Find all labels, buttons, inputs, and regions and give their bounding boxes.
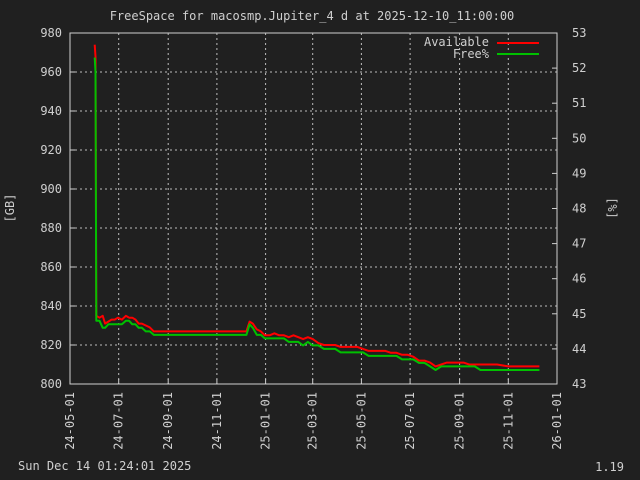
y2-tick-label: 45: [572, 307, 586, 321]
chart-title: FreeSpace for macosmp.Jupiter_4 d at 202…: [110, 9, 515, 23]
legend-label-available: Available: [424, 35, 489, 49]
y-tick-label: 880: [40, 221, 62, 235]
y2-tick-label: 46: [572, 272, 586, 286]
y-tick-label: 900: [40, 182, 62, 196]
y-axis-label: [GB]: [3, 194, 17, 223]
y2-tick-label: 49: [572, 166, 586, 180]
y2-tick-label: 52: [572, 61, 586, 75]
y2-tick-label: 51: [572, 96, 586, 110]
y2-tick-label: 53: [572, 26, 586, 40]
y-tick-label: 920: [40, 143, 62, 157]
series-line-available: [93, 44, 540, 368]
y2-tick-label: 48: [572, 202, 586, 216]
x-tick-label: 24-11-01: [210, 392, 224, 450]
y2-tick-label: 44: [572, 342, 586, 356]
y-tick-label: 940: [40, 104, 62, 118]
footer-version: 1.19: [595, 460, 624, 474]
y-tick-label: 820: [40, 338, 62, 352]
x-tick-label: 24-09-01: [161, 392, 175, 450]
y2-axis-label: [%]: [605, 197, 619, 219]
footer-timestamp: Sun Dec 14 01:24:01 2025: [18, 459, 191, 473]
x-tick-label: 25-05-01: [354, 392, 368, 450]
y-tick-label: 980: [40, 26, 62, 40]
x-tick-label: 25-09-01: [453, 392, 467, 450]
series-line-free-percent: [93, 57, 540, 371]
legend-label-free-percent: Free%: [453, 47, 490, 61]
x-tick-label: 24-05-01: [63, 392, 77, 450]
x-tick-label: 25-03-01: [306, 392, 320, 450]
x-tick-label: 25-01-01: [259, 392, 273, 450]
x-tick-label: 25-11-01: [501, 392, 515, 450]
y-tick-label: 800: [40, 377, 62, 391]
gridlines: [70, 33, 557, 384]
plot-border: [69, 32, 558, 385]
x-tick-label: 24-07-01: [112, 392, 126, 450]
series-lines: [93, 44, 540, 371]
legend: Available Free%: [424, 35, 539, 61]
y2-tick-label: 43: [572, 377, 586, 391]
y2-tick-label: 47: [572, 237, 586, 251]
y2-tick-label: 50: [572, 131, 586, 145]
y-tick-label: 860: [40, 260, 62, 274]
x-tick-label: 25-07-01: [403, 392, 417, 450]
x-tick-label: 26-01-01: [550, 392, 564, 450]
axis-ticks: 800 820 840 860 880 900 920 940 960 980 43 44 45 46 47…: [40, 26, 586, 450]
y-tick-label: 840: [40, 299, 62, 313]
y-tick-label: 960: [40, 65, 62, 79]
